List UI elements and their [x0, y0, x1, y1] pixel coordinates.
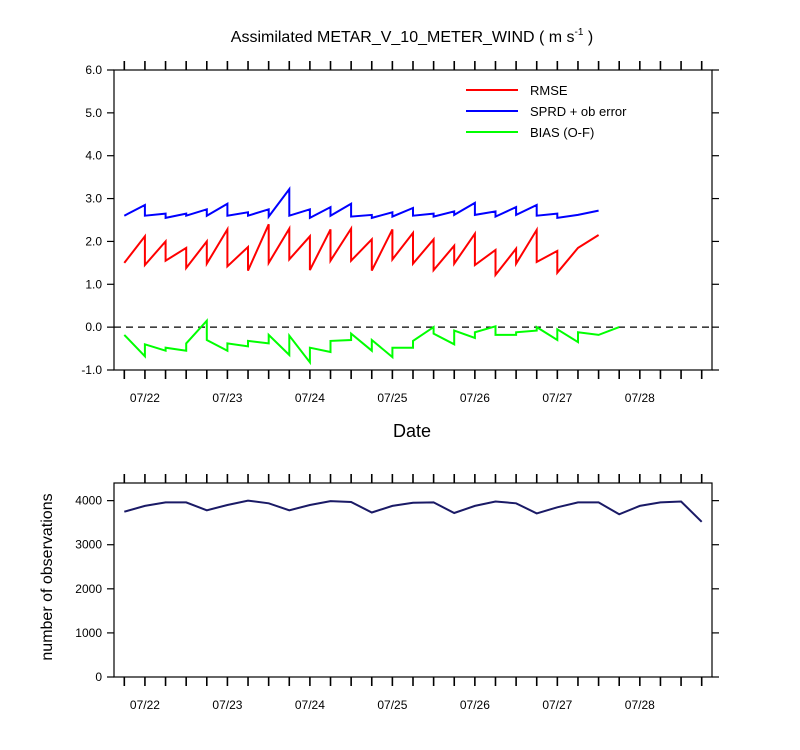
chart-title: Assimilated METAR_V_10_METER_WIND ( m s-… — [231, 27, 593, 46]
y-axis-label-observations: number of observations — [39, 493, 56, 660]
series-line-rmse — [123, 223, 600, 278]
y-tick-label: 1.0 — [85, 277, 102, 291]
top-chart: -1.0 0.0 1.0 2.0 3.0 4.0 5.0 6.0 07/22 07/23 07/24… — [81, 61, 719, 405]
series-line-bias-o-f- — [123, 318, 620, 366]
y-tick-label: 4000 — [75, 494, 102, 508]
legend-label: RMSE — [530, 83, 568, 98]
y-tick-label: 0.0 — [85, 320, 102, 334]
legend-label: BIAS (O-F) — [530, 125, 594, 140]
x-tick-label: 07/24 — [295, 698, 325, 712]
y-tick-label: 6.0 — [85, 63, 102, 77]
x-tick-label: 07/23 — [212, 698, 242, 712]
x-tick-label: 07/26 — [460, 391, 490, 405]
y-tick-label: 1000 — [75, 626, 102, 640]
x-tick-label: 07/24 — [295, 391, 325, 405]
y-tick-label: 3000 — [75, 538, 102, 552]
y-tick-label: -1.0 — [81, 363, 102, 377]
x-tick-label: 07/22 — [130, 698, 160, 712]
x-tick-label: 07/28 — [625, 698, 655, 712]
x-tick-label: 07/22 — [130, 391, 160, 405]
x-tick-label: 07/26 — [460, 698, 490, 712]
x-tick-label: 07/27 — [542, 391, 572, 405]
y-tick-label: 5.0 — [85, 106, 102, 120]
x-tick-label: 07/25 — [377, 391, 407, 405]
y-tick-label: 2.0 — [85, 234, 102, 248]
series-line-sprd-ob-error — [123, 186, 599, 220]
x-tick-label: 07/23 — [212, 391, 242, 405]
x-tick-label: 07/27 — [542, 698, 572, 712]
y-tick-label: 3.0 — [85, 192, 102, 206]
y-tick-label: 0 — [95, 670, 102, 684]
observations-chart: 0 1000 2000 3000 4000 07/22 07/23 07/24 07/25 07/… — [75, 474, 719, 712]
x-tick-label: 07/28 — [625, 391, 655, 405]
y-tick-label: 4.0 — [85, 149, 102, 163]
x-axis-label: Date — [393, 421, 431, 441]
x-tick-label: 07/25 — [377, 698, 407, 712]
legend-label: SPRD + ob error — [530, 104, 627, 119]
observations-line — [124, 499, 703, 523]
y-tick-label: 2000 — [75, 582, 102, 596]
